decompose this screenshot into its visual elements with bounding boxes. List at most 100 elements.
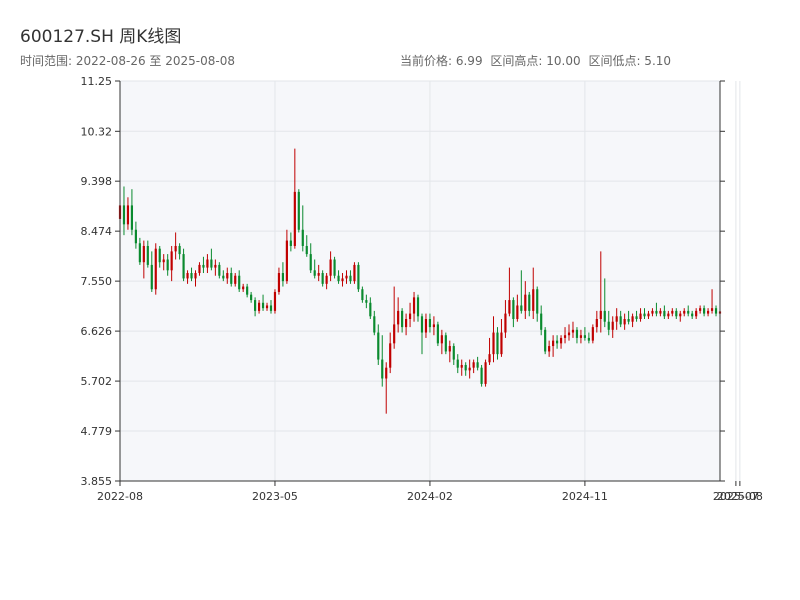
candle (440, 329, 443, 355)
chart-title: 600127.SH 周K线图 (20, 27, 182, 47)
candle (695, 308, 698, 319)
candle (528, 291, 531, 317)
x-tick-label: 2022-08 (97, 490, 143, 503)
candle (273, 289, 277, 314)
candle (655, 302, 658, 317)
candle-body (234, 275, 237, 284)
candle (587, 332, 590, 344)
candle (393, 286, 396, 349)
candle (607, 310, 610, 336)
candle-body (309, 254, 312, 271)
candle (452, 343, 455, 365)
candle-body (432, 324, 435, 328)
candle-body (242, 286, 245, 290)
candle (341, 273, 344, 287)
candle (309, 243, 312, 274)
candle-body (480, 367, 483, 384)
candle (405, 313, 408, 336)
candle (361, 286, 364, 303)
candle-body (293, 191, 296, 246)
candle-body (448, 346, 451, 352)
candle-body (281, 273, 285, 282)
y-tick-label: 5.702 (81, 375, 113, 388)
price-stats: 当前价格: 6.99 区间高点: 10.00 区间低点: 5.10 (400, 52, 675, 69)
candle (492, 316, 495, 363)
current-price: 当前价格: 6.99 (400, 54, 483, 68)
candle-body (158, 248, 161, 263)
candle-body (345, 275, 348, 279)
candle (544, 327, 547, 355)
candle-body (651, 310, 654, 314)
candle (313, 259, 316, 279)
candle (488, 337, 491, 365)
candle-body (508, 300, 511, 314)
candle-body (456, 359, 459, 368)
candle-body (655, 310, 658, 314)
candle (353, 262, 356, 284)
axes: 3.855 4.779 5.702 6.626 7.550 8.474 9.398 10.32… (81, 75, 763, 503)
candle-body (265, 305, 269, 309)
candle (706, 308, 710, 317)
candle (559, 335, 563, 349)
candle-body (484, 362, 487, 384)
candle (663, 305, 666, 319)
candle (635, 310, 638, 322)
candle-body (683, 310, 686, 314)
candle-body (408, 313, 412, 319)
candle-body (186, 273, 189, 279)
candle-body (532, 289, 535, 311)
candle-body (631, 316, 634, 322)
candle-body (154, 248, 157, 290)
candle-body (460, 364, 463, 368)
candle (301, 205, 304, 252)
candle-body (178, 245, 181, 255)
candle-body (206, 259, 209, 268)
candle-body (214, 264, 217, 268)
candle (623, 313, 626, 330)
candle-body (166, 259, 169, 271)
candle (710, 289, 714, 314)
candle-body (599, 310, 602, 319)
candle-body (190, 273, 193, 279)
candle (210, 248, 213, 271)
candle (679, 310, 682, 322)
candle (357, 262, 360, 292)
candle (389, 332, 392, 374)
candle (703, 305, 706, 317)
candle-body (389, 343, 392, 368)
candle-body (301, 229, 304, 246)
candle-body (548, 346, 551, 352)
candle-body (246, 286, 249, 295)
candle (321, 270, 324, 287)
x-tick-label: 2025-07 (713, 490, 759, 503)
candle-body (595, 318, 598, 328)
candle-body (369, 302, 372, 317)
candle-body (194, 273, 197, 279)
candle (289, 232, 292, 252)
candle (265, 302, 269, 311)
candle-body (555, 340, 559, 344)
candle (428, 313, 432, 333)
candle-body (468, 367, 471, 371)
candle-body (464, 364, 467, 371)
candle-body (571, 329, 575, 333)
candle (484, 359, 487, 387)
candle (472, 359, 475, 374)
candle (420, 313, 424, 355)
candle-body (401, 310, 404, 328)
candle (166, 254, 169, 276)
candle-body (615, 316, 618, 322)
candle-body (444, 335, 447, 352)
candle (651, 308, 654, 317)
candle-body (416, 297, 420, 317)
candle (504, 300, 507, 338)
candle (500, 318, 503, 357)
candle-body (663, 310, 666, 317)
candle-body (317, 273, 320, 276)
candle-body (285, 240, 288, 282)
candle (432, 316, 435, 336)
candle (238, 270, 241, 292)
candle-body (424, 318, 428, 333)
candle (317, 264, 320, 282)
candle-body (496, 332, 499, 355)
